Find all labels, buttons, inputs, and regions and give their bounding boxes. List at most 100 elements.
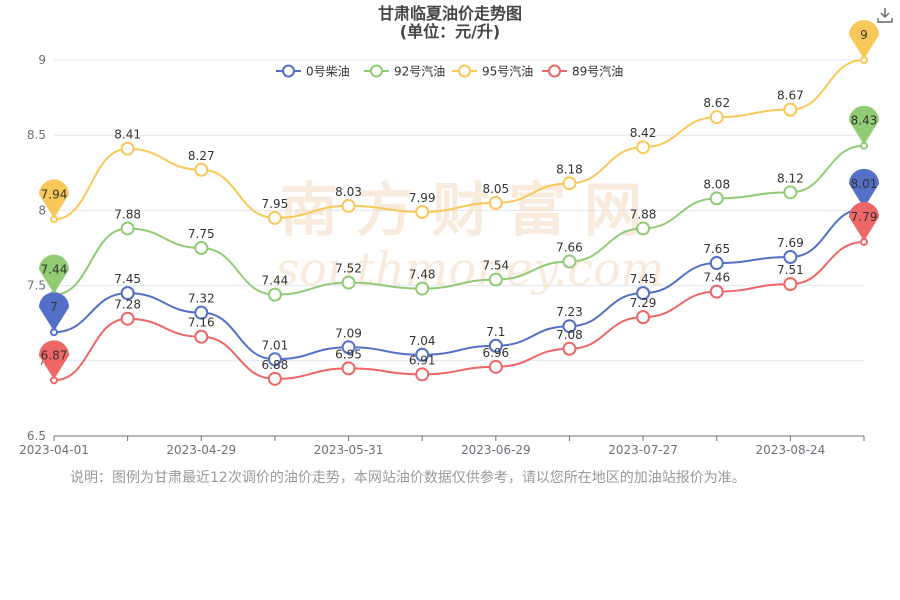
data-point: [341, 361, 356, 376]
x-tick-label: 2023-06-29: [461, 443, 531, 457]
legend-item[interactable]: 89号汽油: [542, 64, 623, 79]
end-pins: 7 8.01 7.44 8.43 7.94 9 6.87 7.79: [39, 20, 879, 380]
legend-item[interactable]: 0号柴油: [276, 64, 350, 79]
data-label: 7.44: [262, 274, 289, 288]
legend-item[interactable]: 92号汽油: [364, 64, 445, 79]
data-point: [341, 340, 356, 355]
data-point: [267, 352, 282, 367]
data-point: [194, 241, 209, 255]
y-tick-label: 8.5: [27, 128, 46, 142]
chart-subtitle: (单位：元/升): [399, 22, 501, 41]
data-label: 7.75: [188, 227, 215, 241]
pin-label: 9: [860, 28, 868, 42]
data-label: 7.45: [630, 272, 657, 286]
footnote: 说明：图例为甘肃最近12次调价的油价走势，本网站油价数据仅供参考，请以您所在地区…: [70, 470, 746, 486]
data-point: [120, 141, 135, 156]
x-tick-label: 2023-04-01: [19, 443, 89, 457]
data-point: [488, 272, 503, 287]
data-label: 7.99: [409, 191, 436, 205]
data-point: [709, 110, 724, 125]
series-lines: [53, 59, 865, 382]
data-label: 8.18: [556, 162, 583, 176]
pin-shape: [849, 105, 879, 145]
x-tick-label: 2023-04-29: [166, 443, 236, 457]
y-tick-label: 6.5: [27, 429, 46, 443]
pin-label: 7.79: [851, 210, 878, 224]
pin-shape: [39, 179, 69, 219]
pin-marker: 8.43: [849, 105, 879, 145]
y-tick-label: 7: [38, 354, 46, 368]
pin-shape: [39, 340, 69, 380]
data-label: 8.41: [114, 128, 141, 142]
pin-shape: [39, 292, 69, 332]
data-label: 7.23: [556, 305, 583, 319]
data-point: [709, 191, 724, 206]
data-label: 6.88: [262, 358, 289, 372]
series-line: [53, 207, 865, 361]
data-point: [267, 287, 282, 302]
data-point: [636, 310, 651, 325]
legend-marker: [282, 64, 295, 78]
data-label: 8.05: [482, 182, 509, 196]
data-label: 7.69: [777, 236, 804, 250]
download-icon[interactable]: [876, 6, 894, 24]
data-label: 7.04: [409, 334, 436, 348]
x-tick-label: 2023-07-27: [608, 443, 678, 457]
series-points: [50, 56, 868, 386]
data-point: [267, 371, 282, 386]
data-label: 8.42: [630, 126, 657, 140]
data-point: [783, 250, 798, 265]
data-label: 7.48: [409, 268, 436, 282]
data-label: 7.16: [188, 316, 215, 330]
data-label: 6.96: [482, 346, 509, 360]
data-label: 7.88: [630, 207, 657, 221]
data-labels: 7.45 7.32 7.01 7.09 7.04 7.1 7.23 7.45 7.65 7.69 7…: [114, 89, 803, 372]
data-label: 7.52: [335, 262, 362, 276]
watermark-sub: southmoney.com: [276, 242, 665, 296]
data-point: [341, 275, 356, 290]
pin-marker: 7.44: [39, 254, 69, 294]
pin-label: 7: [50, 300, 58, 314]
data-label: 7.32: [188, 292, 215, 306]
pin-marker: 6.87: [39, 340, 69, 380]
data-label: 7.08: [556, 328, 583, 342]
data-point: [636, 221, 651, 236]
data-point: [562, 319, 577, 334]
data-label: 7.66: [556, 241, 583, 255]
watermark: 南方财富网: [280, 176, 660, 244]
data-label: 7.95: [262, 197, 289, 211]
data-point: [341, 198, 356, 213]
data-label: 8.27: [188, 149, 215, 163]
pin-shape: [849, 168, 879, 208]
data-point: [415, 367, 430, 382]
data-point: [194, 305, 209, 320]
pin-marker: 7.79: [849, 201, 879, 241]
data-point: [415, 204, 430, 219]
pin-shape: [849, 201, 879, 241]
data-point: [562, 176, 577, 191]
data-point: [636, 286, 651, 301]
data-point: [120, 221, 135, 236]
pin-label: 8.43: [851, 114, 878, 128]
legend-item[interactable]: 95号汽油: [452, 64, 533, 79]
data-label: 7.01: [262, 338, 289, 352]
data-point: [267, 210, 282, 225]
legend-marker: [458, 64, 471, 78]
data-point: [562, 254, 577, 269]
data-point: [488, 195, 503, 210]
data-label: 7.1: [486, 325, 505, 339]
data-label: 6.91: [409, 353, 436, 367]
data-label: 7.09: [335, 326, 362, 340]
data-point: [709, 284, 724, 299]
chart-title: 甘肃临夏油价走势图: [377, 4, 522, 23]
x-tick-label: 2023-08-24: [755, 443, 825, 457]
data-point: [783, 277, 798, 292]
series-line: [53, 240, 865, 382]
data-label: 7.88: [114, 207, 141, 221]
pin-label: 7.94: [41, 187, 68, 201]
pin-marker: 9: [849, 20, 879, 59]
data-point: [783, 185, 798, 200]
legend-label: 92号汽油: [394, 64, 445, 79]
data-point: [120, 311, 135, 326]
